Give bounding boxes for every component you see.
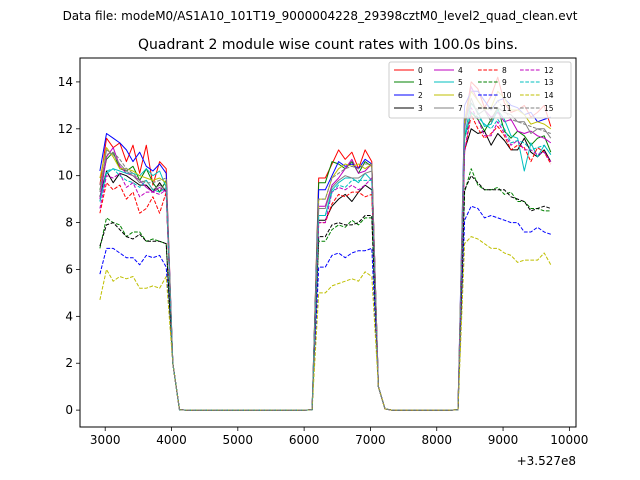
y-tick-label: 8	[65, 216, 73, 230]
x-tick-label: 9000	[488, 433, 519, 447]
plot-lines	[99, 76, 552, 411]
series-line-14	[99, 236, 552, 411]
legend-label-15: 15	[544, 104, 554, 113]
legend-label-9: 9	[502, 78, 507, 87]
y-tick-label: 14	[58, 75, 73, 89]
legend-label-11: 11	[502, 104, 512, 113]
legend-label-4: 4	[458, 66, 463, 75]
y-tick-label: 0	[65, 403, 73, 417]
axes-ticks: 3000 4000 5000 6000 7000 8000 9000 10000 0 2 4 6 8 10…	[58, 75, 589, 447]
series-line-15	[99, 100, 551, 411]
series-line-13	[99, 111, 552, 411]
x-tick-label: 6000	[289, 433, 320, 447]
legend-label-13: 13	[544, 78, 554, 87]
legend-label-14: 14	[544, 91, 554, 100]
x-tick-label: 5000	[223, 433, 254, 447]
y-tick-label: 12	[58, 122, 73, 136]
legend-label-2: 2	[418, 91, 423, 100]
legend-label-6: 6	[458, 91, 463, 100]
chart-title: Quadrant 2 module wise count rates with …	[138, 37, 518, 53]
legend-box	[388, 61, 572, 119]
x-tick-label: 8000	[421, 433, 452, 447]
axes-frame	[79, 57, 577, 428]
series-line-9	[99, 168, 551, 411]
legend-label-8: 8	[502, 66, 507, 75]
y-tick-label: 6	[65, 262, 73, 276]
x-tick-label: 4000	[156, 433, 187, 447]
y-tick-label: 10	[58, 169, 73, 183]
legend-label-12: 12	[544, 66, 554, 75]
series-line-10	[99, 205, 551, 411]
legend-label-3: 3	[418, 104, 423, 113]
legend-label-1: 1	[418, 78, 423, 87]
legend-label-7: 7	[458, 104, 463, 113]
legend-label-5: 5	[458, 78, 463, 87]
y-tick-label: 2	[65, 356, 73, 370]
series-line-12	[99, 107, 552, 411]
figure-suptitle: Data file: modeM0/AS1A10_101T19_90000042…	[63, 9, 578, 23]
x-tick-label: 7000	[355, 433, 386, 447]
x-tick-label: 3000	[90, 433, 121, 447]
legend-label-10: 10	[502, 91, 512, 100]
y-tick-label: 4	[65, 309, 73, 323]
legend-label-0: 0	[418, 66, 423, 75]
x-axis-offset-label: +3.527e8	[517, 454, 576, 468]
x-tick-label: 10000	[550, 433, 588, 447]
